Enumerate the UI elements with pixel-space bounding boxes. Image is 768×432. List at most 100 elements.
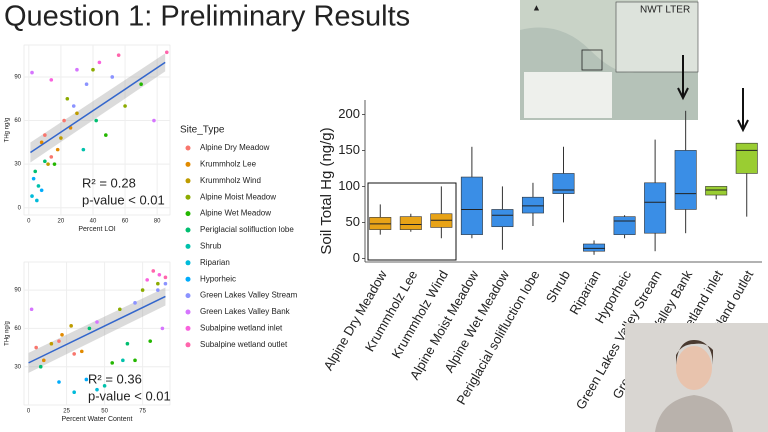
point <box>39 140 44 145</box>
north-arrow: ▲ <box>532 2 541 12</box>
point <box>81 147 86 152</box>
point <box>145 278 149 282</box>
point <box>102 384 107 388</box>
x-axis-title: Percent LOI <box>78 226 115 233</box>
point <box>139 82 143 87</box>
point <box>71 104 76 108</box>
point <box>157 272 162 277</box>
legend-swatch <box>185 145 191 151</box>
point <box>160 326 165 331</box>
point <box>110 361 115 365</box>
slide-title: Question 1: Preliminary Results <box>4 1 410 33</box>
point <box>69 324 73 328</box>
x-axis-title: Percent Water Content <box>62 416 133 423</box>
x-tick-label: 40 <box>90 219 97 225</box>
box <box>583 243 606 252</box>
point <box>133 301 137 305</box>
box <box>735 142 758 174</box>
legend-label: Subalpine wetland outlet <box>200 340 288 349</box>
point <box>49 78 54 82</box>
point <box>30 194 34 198</box>
legend-swatch <box>185 161 191 167</box>
highlight-box <box>367 182 457 261</box>
y-tick-label: 60 <box>14 326 21 332</box>
point <box>140 288 145 292</box>
point <box>29 307 34 312</box>
annotation: p-value < 0.01 <box>88 388 171 403</box>
point <box>52 162 57 166</box>
legend-swatch <box>185 227 191 233</box>
x-tick-label: 0 <box>27 219 31 225</box>
legend-label: Krummholz Wind <box>200 176 261 185</box>
box <box>460 176 483 235</box>
legend-title: Site_Type <box>180 125 225 136</box>
point <box>31 176 36 181</box>
face <box>676 346 712 390</box>
plot-area <box>23 261 171 406</box>
box <box>613 216 636 235</box>
point <box>116 53 121 57</box>
plot-area <box>23 44 171 216</box>
x-tick-label: 75 <box>139 409 146 415</box>
point <box>110 75 115 79</box>
legend-label: Hyporheic <box>200 274 236 283</box>
y-tick-label: 90 <box>14 288 21 294</box>
point <box>49 341 54 346</box>
box <box>674 150 697 210</box>
box <box>705 186 728 196</box>
shoulders <box>655 395 733 432</box>
legend-swatch <box>185 178 191 184</box>
point <box>75 67 79 72</box>
x-tick-label: 0 <box>27 409 31 415</box>
point <box>65 96 70 101</box>
point <box>163 281 168 286</box>
point <box>79 349 84 354</box>
point <box>34 345 38 350</box>
legend-swatch <box>185 309 191 315</box>
legend-label: Green Lakes Valley Bank <box>200 307 291 316</box>
point <box>118 307 122 312</box>
arrow <box>737 88 749 133</box>
y-tick-label: 0 <box>18 205 22 211</box>
point <box>59 136 63 140</box>
point <box>163 275 168 280</box>
legend-label: Periglacial solifluction lobe <box>200 225 294 234</box>
point <box>38 364 43 369</box>
fit-line <box>30 61 166 154</box>
point <box>72 352 76 356</box>
legend-label: Krummholz Lee <box>200 160 257 169</box>
box <box>552 173 575 194</box>
legend-swatch <box>185 342 191 348</box>
point <box>57 339 61 343</box>
point <box>95 320 99 324</box>
annotation: R² = 0.36 <box>88 371 142 386</box>
legend-label: Green Lakes Valley Stream <box>200 291 298 300</box>
point <box>87 326 92 331</box>
point <box>125 341 130 346</box>
point <box>91 67 95 72</box>
y-axis-title: THg ng/g <box>5 118 11 143</box>
y-tick-label: 50 <box>346 214 360 229</box>
y-axis-title: Soil Total Hg (ng/g) <box>318 127 335 254</box>
legend-swatch <box>185 211 191 217</box>
point <box>156 288 160 292</box>
legend-swatch <box>185 276 191 282</box>
point <box>151 269 156 273</box>
y-tick-label: 100 <box>338 178 360 193</box>
map-legend <box>524 72 612 118</box>
point <box>72 390 76 395</box>
point <box>133 358 137 363</box>
point <box>84 377 89 382</box>
point <box>43 133 47 137</box>
point <box>30 70 34 75</box>
point <box>49 155 54 159</box>
point <box>164 50 169 55</box>
map-zoom <box>615 1 699 73</box>
point <box>62 118 66 123</box>
box <box>644 182 667 234</box>
box <box>491 209 514 228</box>
point <box>156 281 160 286</box>
point <box>123 104 127 108</box>
x-tick-label: 80 <box>154 219 161 225</box>
